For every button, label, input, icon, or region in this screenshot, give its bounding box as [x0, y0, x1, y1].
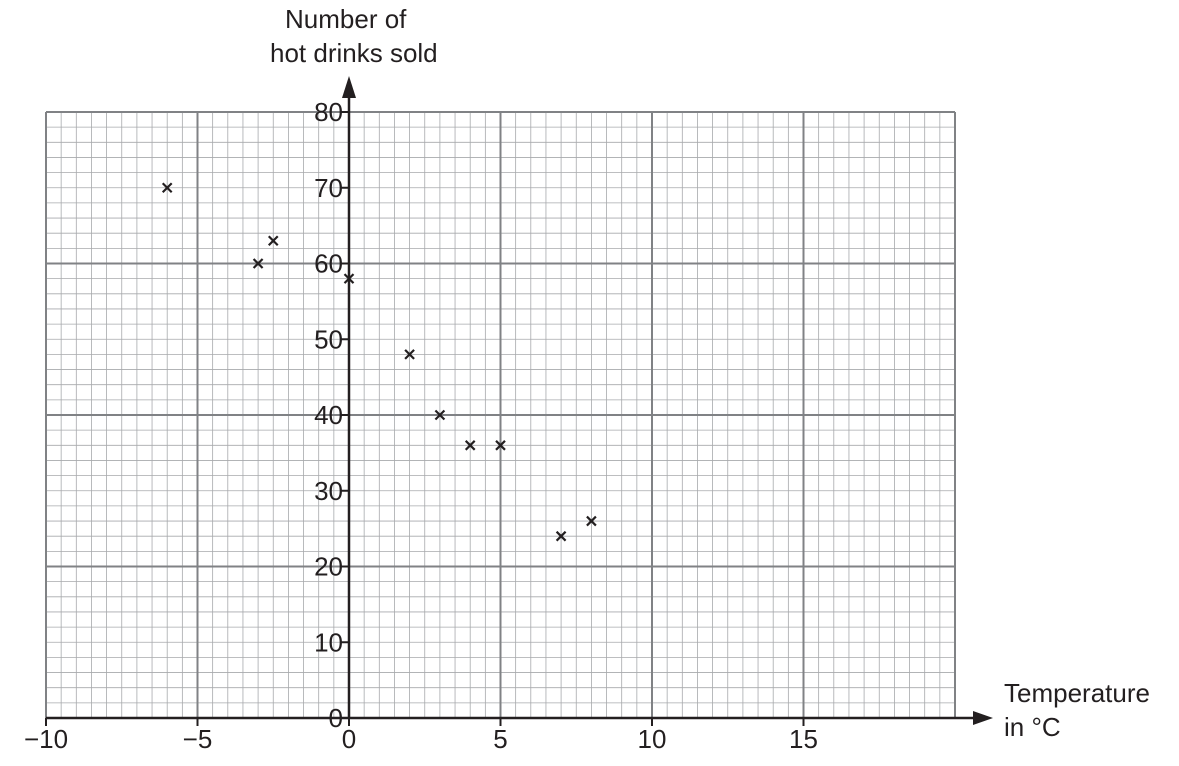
x-axis-label-line-2: in °C	[1004, 712, 1061, 742]
data-point-cross	[586, 515, 597, 527]
data-point-stroke	[267, 235, 279, 247]
data-point-stroke	[434, 409, 446, 421]
tick-labels: −10 −5 0 5 10 15 0 10 20 30 40 50 60 70 80	[24, 97, 818, 754]
grid	[45, 111, 956, 719]
data-point-stroke	[343, 273, 355, 284]
y-tick-label: 30	[314, 476, 343, 506]
data-point-cross	[161, 182, 173, 194]
data-point-cross	[495, 440, 506, 451]
axis-labels: Number of hot drinks sold Temperature in…	[270, 4, 1150, 742]
y-axis-label-line-2: hot drinks sold	[270, 38, 438, 68]
data-point-stroke	[495, 440, 506, 451]
axes	[45, 76, 993, 726]
y-tick-label: 60	[314, 249, 343, 279]
y-axis-label-line-1: Number of	[285, 4, 407, 34]
data-point-cross	[343, 273, 355, 284]
y-axis-arrowhead	[342, 76, 356, 98]
y-tick-label: 70	[314, 173, 343, 203]
data-point-cross	[267, 235, 279, 247]
data-point-stroke	[586, 515, 597, 527]
x-axis-arrowhead	[973, 711, 993, 725]
data-point-stroke	[161, 182, 173, 194]
data-point-stroke	[252, 258, 264, 269]
y-tick-label: 50	[314, 324, 343, 354]
x-tick-label: −5	[183, 724, 213, 754]
data-point-cross	[252, 258, 264, 269]
x-tick-label: 5	[493, 724, 507, 754]
y-tick-label: 40	[314, 400, 343, 430]
y-tick-label: 10	[314, 627, 343, 657]
x-tick-label: −10	[24, 724, 68, 754]
data-point-cross	[555, 530, 567, 542]
data-point-cross	[404, 349, 415, 360]
data-point-stroke	[404, 349, 415, 360]
data-points	[161, 182, 597, 542]
y-tick-label: 80	[314, 97, 343, 127]
x-tick-label: 10	[638, 724, 667, 754]
data-point-cross	[434, 409, 446, 421]
x-tick-label: 0	[342, 724, 356, 754]
data-point-stroke	[555, 530, 567, 542]
y-tick-label: 20	[314, 552, 343, 582]
x-tick-label: 15	[789, 724, 818, 754]
data-point-stroke	[464, 440, 476, 451]
data-point-cross	[464, 440, 476, 451]
y-tick-label: 0	[329, 703, 343, 733]
x-axis-label-line-1: Temperature	[1004, 678, 1150, 708]
